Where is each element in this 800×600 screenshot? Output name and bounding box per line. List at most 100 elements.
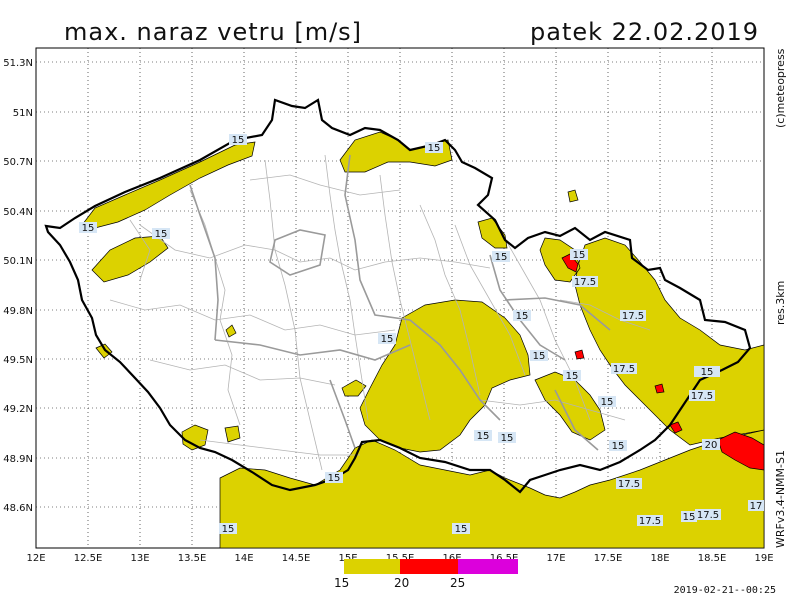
gust-area-small-4	[225, 324, 237, 338]
svg-text:15: 15	[501, 433, 514, 444]
lat-axis-labels: 51.3N 51N 50.7N 50.4N 50.1N 49.8N 49.5N …	[3, 58, 33, 514]
resolution-label: res.3km	[774, 280, 787, 325]
svg-text:17.5: 17.5	[618, 479, 640, 490]
gust-20-areas	[561, 253, 765, 471]
contour-label: 15	[681, 511, 697, 523]
contour-label: 15	[219, 523, 237, 535]
lon-tick-label: 15E	[338, 553, 357, 564]
lon-tick-label: 12E	[26, 553, 45, 564]
legend-label-20: 20	[394, 576, 410, 590]
lat-tick-label: 51N	[13, 108, 33, 119]
map-date: patek 22.02.2019	[530, 18, 760, 46]
svg-text:15: 15	[82, 223, 95, 234]
svg-text:15: 15	[573, 250, 586, 261]
legend-swatch-25	[458, 559, 518, 574]
contour-label: 17.5	[637, 515, 663, 527]
lon-tick-label: 16.5E	[490, 553, 519, 564]
contour-label: 17.5	[572, 276, 598, 288]
gust-area-krusne-west	[91, 235, 169, 283]
lat-tick-label: 50.4N	[3, 207, 33, 218]
region-boundaries	[189, 154, 611, 451]
contour-label: 15	[598, 396, 616, 408]
svg-text:15: 15	[428, 143, 441, 154]
svg-text:17: 17	[750, 501, 763, 512]
contour-label: 20	[702, 439, 720, 451]
lat-tick-label: 49.2N	[3, 404, 33, 415]
contour-label: 15	[563, 370, 581, 382]
model-label: WRFv3.4-NMM-S1	[774, 450, 787, 548]
svg-text:17.5: 17.5	[574, 277, 596, 288]
svg-text:17.5: 17.5	[622, 311, 644, 322]
svg-text:15: 15	[612, 441, 625, 452]
lon-tick-label: 13.5E	[178, 553, 207, 564]
svg-text:15: 15	[683, 512, 696, 523]
contour-label: 17.5	[616, 478, 642, 490]
gust-area-erzgebirge	[81, 141, 256, 229]
contour-label: 15	[452, 523, 470, 535]
contour-label: 15	[570, 249, 588, 261]
svg-text:15: 15	[381, 334, 394, 345]
gust-area-small-1	[181, 424, 209, 451]
lat-tick-label: 49.5N	[3, 355, 33, 366]
contour-labels: 15 15 15 15 15 15 15 15 15 15 15 15 15 1…	[79, 134, 764, 535]
gust-area-east	[574, 237, 765, 446]
gust-area-krkonose	[339, 131, 453, 173]
lat-tick-label: 48.9N	[3, 454, 33, 465]
lat-tick-label: 51.3N	[3, 58, 33, 69]
timestamp: 2019-02-21--00:25	[673, 585, 776, 596]
contour-label: 15	[325, 472, 343, 484]
svg-text:15: 15	[495, 252, 508, 263]
contour-label: 15	[79, 222, 97, 234]
svg-text:15: 15	[566, 371, 579, 382]
gust-area-small-5	[341, 379, 367, 397]
map-title: max. naraz vetru [m/s]	[64, 18, 363, 46]
contour-label: 17.5	[689, 390, 715, 402]
lat-tick-label: 49.8N	[3, 306, 33, 317]
legend-label-15: 15	[334, 576, 350, 590]
svg-text:15: 15	[701, 367, 714, 378]
lon-tick-label: 18E	[650, 553, 669, 564]
legend-label-25: 25	[450, 576, 466, 590]
contour-label: 15	[513, 310, 531, 322]
contour-label: 15	[694, 366, 720, 378]
gust-area-red-2	[717, 431, 765, 471]
gust-area-red-1	[561, 253, 579, 273]
contour-label: 15	[474, 430, 492, 442]
contour-label: 17.5	[695, 509, 721, 521]
lon-tick-label: 17E	[546, 553, 565, 564]
lon-tick-label: 14E	[234, 553, 253, 564]
lon-tick-label: 19E	[754, 553, 773, 564]
lon-tick-label: 18.5E	[698, 553, 727, 564]
district-boundaries	[109, 154, 651, 471]
svg-text:15: 15	[477, 431, 490, 442]
contour-label: 15	[609, 440, 627, 452]
svg-text:15: 15	[455, 524, 468, 535]
legend-colorbar	[344, 559, 518, 574]
contour-label: 17.5	[611, 363, 637, 375]
legend-swatch-20	[400, 559, 458, 574]
svg-text:17.5: 17.5	[697, 510, 719, 521]
svg-text:15: 15	[232, 135, 245, 146]
gust-15-areas	[81, 131, 765, 549]
contour-label: 15	[229, 134, 247, 146]
contour-label: 17	[748, 500, 764, 512]
svg-text:17.5: 17.5	[639, 516, 661, 527]
copyright-label: (c)meteopress	[774, 48, 787, 128]
svg-text:20: 20	[705, 440, 718, 451]
lon-tick-label: 16E	[442, 553, 461, 564]
contour-label: 15	[492, 251, 510, 263]
country-border	[44, 98, 752, 494]
contour-label: 15	[378, 333, 396, 345]
lat-tick-label: 50.7N	[3, 157, 33, 168]
gust-area-small-6	[567, 189, 579, 203]
lon-tick-label: 14.5E	[282, 553, 311, 564]
contour-label: 17.5	[620, 310, 646, 322]
lat-tick-label: 48.6N	[3, 503, 33, 514]
gust-area-red-3	[669, 421, 683, 434]
svg-text:15: 15	[222, 524, 235, 535]
svg-text:15: 15	[516, 311, 529, 322]
legend-swatch-15	[344, 559, 400, 574]
lon-axis-labels: 12E 12.5E 13E 13.5E 14E 14.5E 15E 15.5E …	[26, 553, 773, 564]
lon-tick-label: 13E	[130, 553, 149, 564]
